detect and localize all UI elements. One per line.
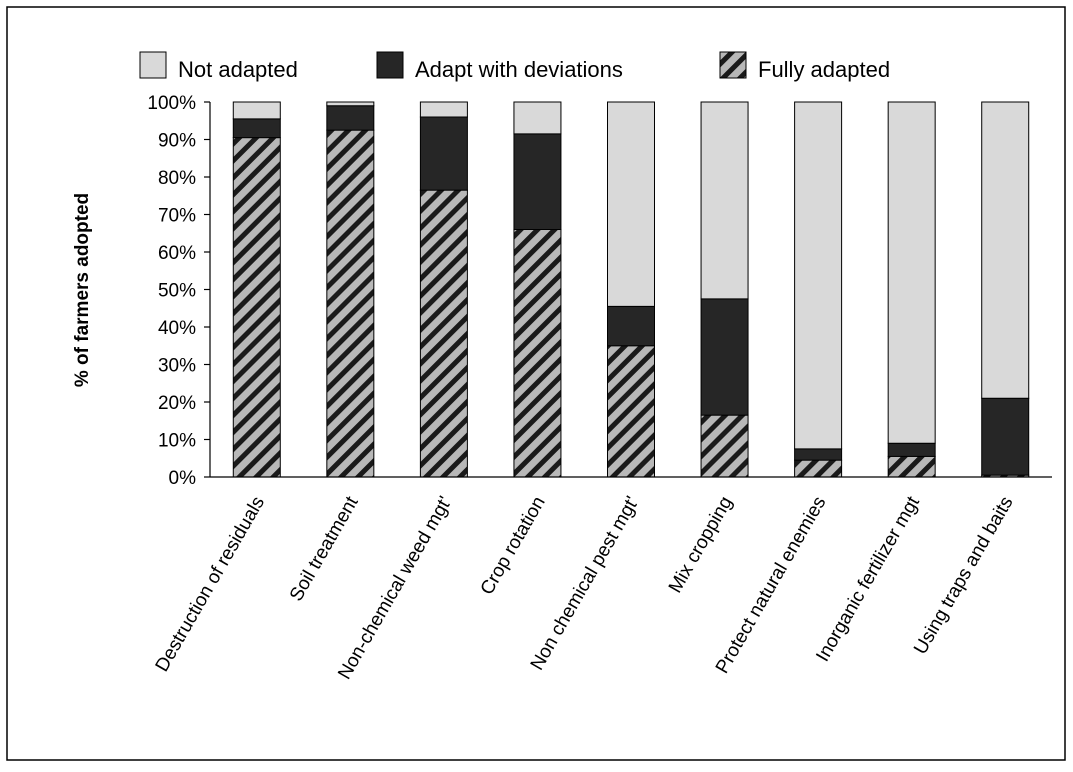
bar-segment-adapt-with-deviations (607, 305, 655, 347)
bar-segment-fully-adapted (232, 137, 281, 478)
y-tick-label: 20% (158, 393, 196, 414)
legend-swatch-adapt-with-deviations (376, 51, 404, 79)
bars (232, 101, 1030, 478)
bar-segment-not-adapted (700, 101, 749, 300)
bar-segment-adapt-with-deviations (981, 397, 1030, 476)
y-tick-label: 60% (158, 243, 196, 264)
y-tick-label: 30% (158, 356, 196, 377)
y-axis: 0% 10% 20% 30% 40% 50% 60% 70% 80% 90% 100% (147, 93, 211, 489)
y-tick-label: 0% (169, 468, 197, 489)
bar-segment-not-adapted (981, 101, 1030, 399)
bar-segment-not-adapted (232, 101, 281, 120)
bar-segment-fully-adapted (419, 189, 468, 478)
bar-segment-adapt-with-deviations (419, 116, 468, 191)
y-tick-label: 10% (158, 431, 196, 452)
legend-swatch-fully-adapted (719, 51, 747, 79)
y-tick-label: 100% (147, 93, 196, 114)
legend-label-fully-adapted: Fully adapted (758, 57, 890, 82)
y-tick-label: 50% (158, 281, 196, 302)
legend: Not adapted Adapt with deviations Fully ad… (139, 51, 890, 82)
bar-segment-not-adapted (887, 101, 936, 444)
bar-segment-fully-adapted (887, 455, 936, 478)
y-tick-label: 70% (158, 206, 196, 227)
bar-segment-not-adapted (607, 101, 655, 307)
legend-swatch-not-adapted (139, 51, 167, 79)
y-tick-label: 40% (158, 318, 196, 339)
legend-label-not-adapted: Not adapted (178, 57, 298, 82)
bar-segment-fully-adapted (794, 459, 843, 478)
y-tick-label: 90% (158, 131, 196, 152)
bar-segment-not-adapted (513, 101, 562, 135)
bar-segment-fully-adapted (326, 129, 375, 478)
legend-label-adapt-with-deviations: Adapt with deviations (415, 57, 623, 82)
y-axis-label: % of farmers adopted (72, 193, 93, 387)
bar-segment-fully-adapted (700, 414, 749, 478)
bar-segment-adapt-with-deviations (326, 105, 375, 131)
bar-segment-adapt-with-deviations (700, 298, 749, 416)
bar-segment-adapt-with-deviations (887, 442, 936, 457)
bar-segment-fully-adapted (513, 229, 562, 478)
bar-segment-adapt-with-deviations (794, 448, 843, 461)
bar-segment-not-adapted (326, 101, 375, 107)
y-tick-label: 80% (158, 168, 196, 189)
bar-segment-not-adapted (794, 101, 843, 450)
bar-segment-fully-adapted (607, 345, 655, 478)
bar-segment-adapt-with-deviations (232, 118, 281, 139)
bar-segment-adapt-with-deviations (513, 133, 562, 230)
bar-segment-not-adapted (419, 101, 468, 118)
